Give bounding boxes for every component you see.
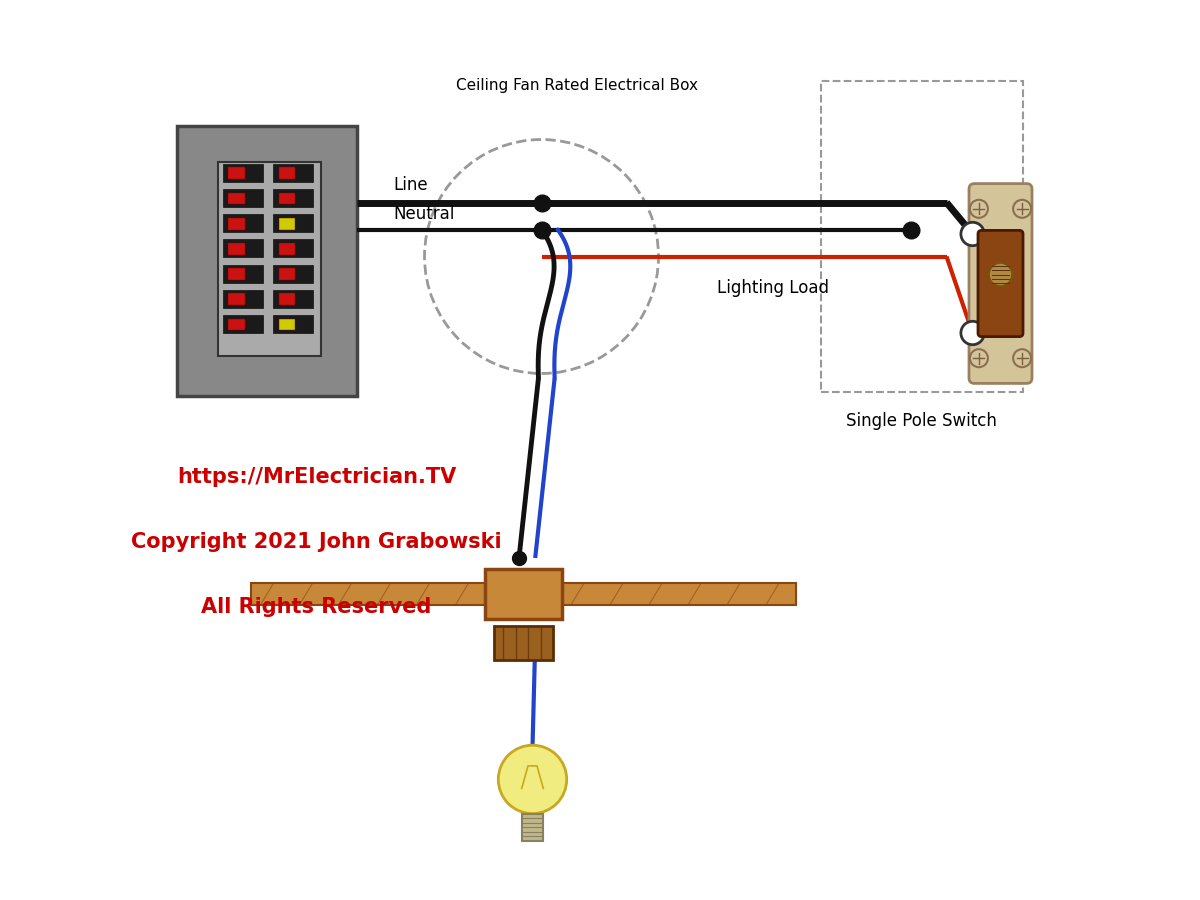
Text: Neutral: Neutral	[394, 204, 455, 222]
Bar	[223, 164, 263, 182]
Bar	[274, 164, 313, 182]
Circle shape	[1013, 349, 1031, 367]
Bar	[494, 626, 553, 661]
Bar	[228, 243, 245, 255]
Text: Single Pole Switch: Single Pole Switch	[846, 411, 997, 429]
Bar	[228, 167, 245, 179]
Bar	[223, 290, 263, 308]
Bar	[278, 167, 295, 179]
Circle shape	[970, 200, 988, 218]
Bar	[274, 265, 313, 283]
Bar	[278, 193, 295, 204]
Bar	[223, 214, 263, 232]
Bar	[821, 81, 1022, 392]
Text: Line: Line	[394, 176, 427, 194]
Bar	[278, 243, 295, 255]
Bar	[228, 319, 245, 330]
Bar	[278, 319, 295, 330]
Circle shape	[961, 321, 984, 345]
Bar	[274, 239, 313, 257]
Text: https://MrElectrician.TV: https://MrElectrician.TV	[176, 467, 456, 487]
Bar	[278, 218, 295, 230]
Bar	[178, 126, 358, 396]
Text: Ceiling Fan Rated Electrical Box: Ceiling Fan Rated Electrical Box	[456, 78, 698, 93]
Bar	[278, 293, 295, 305]
Bar	[223, 239, 263, 257]
Bar	[485, 570, 562, 619]
Bar	[228, 193, 245, 204]
FancyBboxPatch shape	[970, 184, 1032, 383]
FancyBboxPatch shape	[978, 230, 1022, 337]
Text: All Rights Reserved: All Rights Reserved	[202, 597, 432, 617]
Circle shape	[970, 349, 988, 367]
Bar	[228, 268, 245, 280]
Circle shape	[1013, 200, 1031, 218]
Bar	[278, 268, 295, 280]
Circle shape	[498, 745, 566, 814]
Bar	[228, 293, 245, 305]
Bar	[562, 583, 796, 605]
Bar	[522, 814, 544, 841]
Bar	[223, 315, 263, 333]
Bar	[223, 265, 263, 283]
Bar	[274, 290, 313, 308]
Bar	[274, 189, 313, 207]
Text: Copyright 2021 John Grabowski: Copyright 2021 John Grabowski	[131, 532, 502, 552]
Bar	[251, 583, 485, 605]
Text: Lighting Load: Lighting Load	[718, 278, 829, 296]
Bar	[223, 189, 263, 207]
Circle shape	[989, 263, 1013, 286]
Bar	[274, 315, 313, 333]
Bar	[217, 162, 322, 356]
Circle shape	[961, 222, 984, 246]
Bar	[228, 218, 245, 230]
Bar	[274, 214, 313, 232]
